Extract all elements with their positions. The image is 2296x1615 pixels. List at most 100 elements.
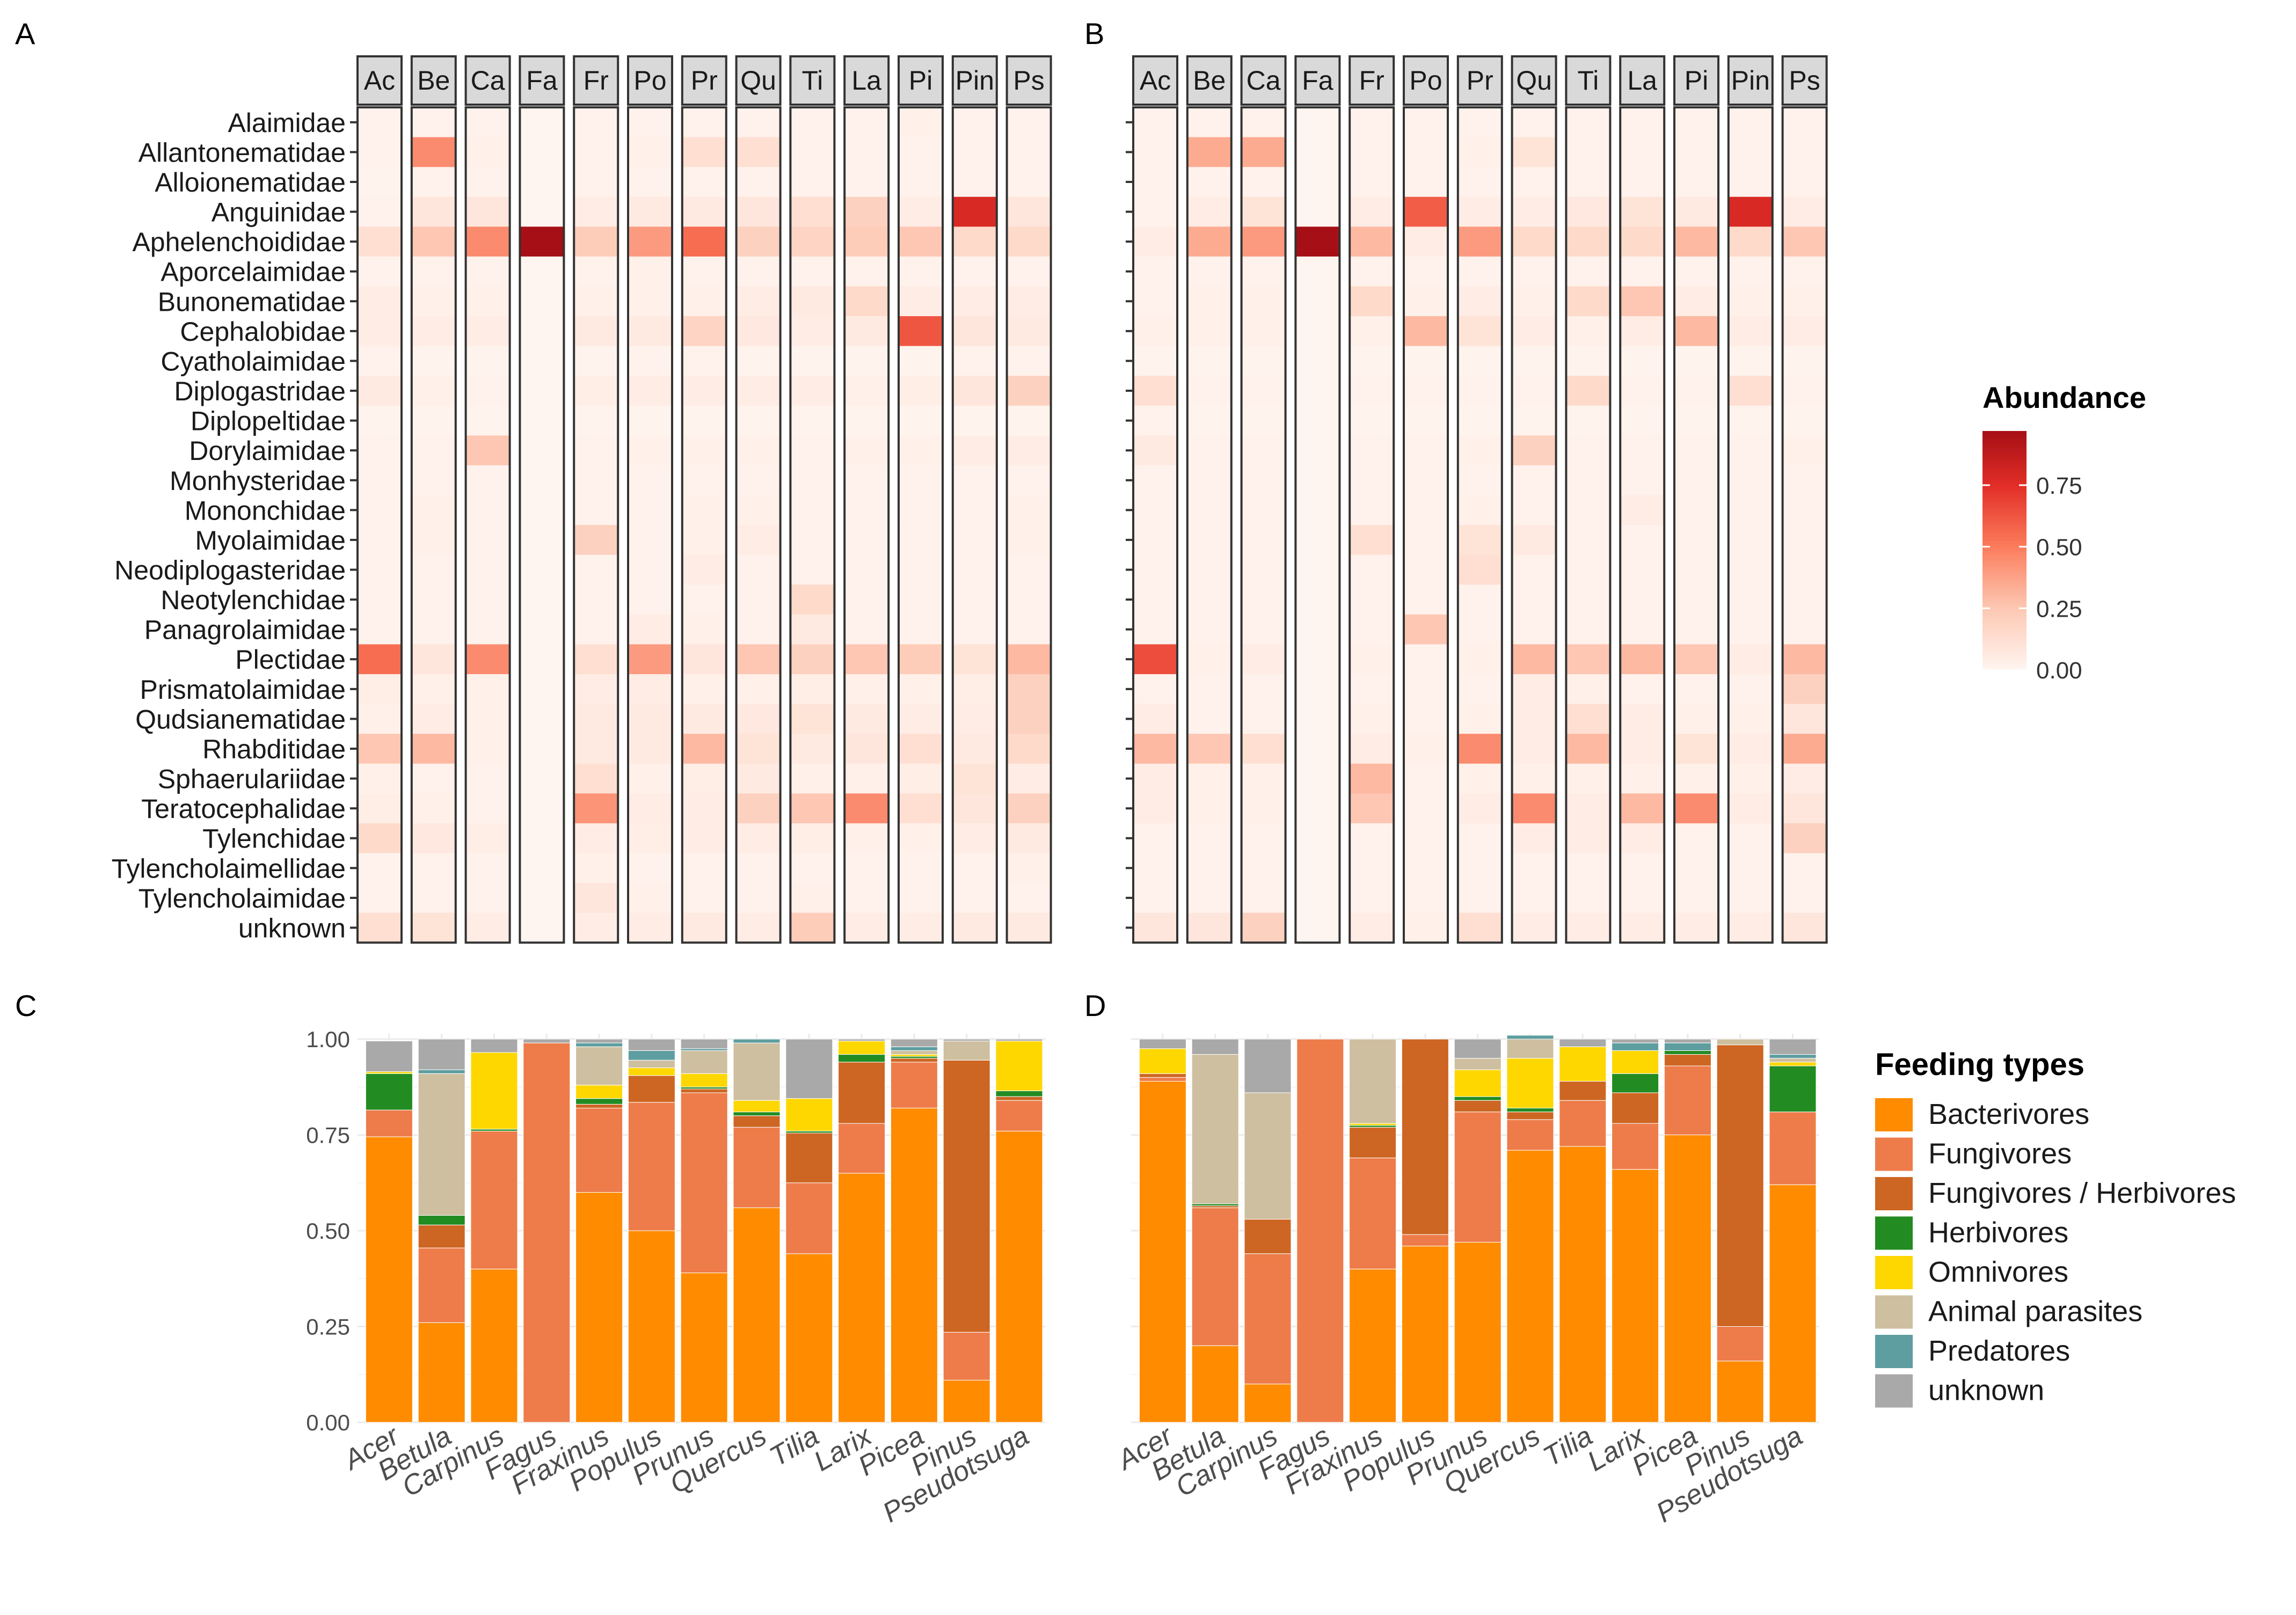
bar-segment <box>1716 1039 1764 1046</box>
heatmap-cell <box>790 196 835 227</box>
heatmap-cell <box>1566 465 1610 496</box>
facet-border <box>410 106 457 944</box>
heatmap-cell <box>1295 734 1340 764</box>
heatmap-cell <box>520 435 564 466</box>
heatmap-cell <box>736 405 781 436</box>
heatmap-cell <box>899 167 943 198</box>
heatmap-cell <box>628 167 672 198</box>
heatmap-cell <box>1241 704 1286 734</box>
heatmap-cell <box>1133 525 1177 556</box>
heatmap-cell <box>1007 674 1051 705</box>
heatmap-cell <box>1404 346 1448 376</box>
bar-segment <box>1244 1039 1292 1093</box>
heatmap-cell <box>736 704 781 734</box>
row-label: Plectidae <box>235 645 346 675</box>
facet-strip <box>410 55 457 106</box>
heatmap-cell <box>1350 405 1394 436</box>
heatmap-cell <box>1241 883 1286 914</box>
heatmap-cell <box>1007 793 1051 824</box>
heatmap-cell <box>1674 137 1718 167</box>
heatmap-cell <box>1187 107 1231 138</box>
heatmap-cell <box>465 137 510 167</box>
bar-segment <box>1401 1039 1449 1235</box>
heatmap-cell <box>736 584 781 615</box>
heatmap-cell <box>1350 793 1394 824</box>
heatmap-cell <box>1404 226 1448 257</box>
heatmap-cell <box>520 883 564 914</box>
heatmap-cell <box>736 853 781 883</box>
bar-segment <box>733 1042 781 1101</box>
bar-segment <box>1559 1039 1607 1047</box>
bar-segment <box>680 1048 728 1051</box>
heatmap-cell <box>520 256 564 287</box>
facet-strip <box>951 55 998 106</box>
heatmap-cell <box>682 286 726 317</box>
heatmap-cell <box>1350 525 1394 556</box>
bar-segment <box>1191 1203 1239 1207</box>
bar-segment <box>1506 1112 1554 1120</box>
heatmap-cell <box>1457 107 1502 138</box>
heatmap-cell <box>1350 435 1394 466</box>
heatmap-cell <box>952 644 997 675</box>
heatmap-cell <box>465 734 510 764</box>
heatmap-cell <box>574 853 618 883</box>
bar-segment <box>890 1062 938 1109</box>
heatmap-cell <box>1404 883 1448 914</box>
heatmap-cell <box>682 525 726 556</box>
bar-segment <box>575 1098 623 1105</box>
heatmap-cell <box>520 704 564 734</box>
heatmap-cell <box>1674 644 1718 675</box>
heatmap-cell <box>358 435 402 466</box>
facet-label: Pr <box>1467 65 1493 96</box>
heatmap-cell <box>790 465 835 496</box>
heatmap-cell <box>1007 763 1051 794</box>
bar-segment <box>838 1039 886 1042</box>
heatmap-cell <box>520 465 564 496</box>
heatmap-cell <box>1241 167 1286 198</box>
heatmap-cell <box>1457 525 1502 556</box>
bar-segment <box>1612 1039 1659 1043</box>
heatmap-cell <box>465 376 510 406</box>
heatmap-cell <box>1728 823 1773 854</box>
heatmap-cell <box>899 554 943 585</box>
heatmap-cell <box>1728 495 1773 525</box>
heatmap-cell <box>1241 137 1286 167</box>
heatmap-cell <box>1187 554 1231 585</box>
heatmap-cell <box>952 316 997 347</box>
heatmap-cell <box>682 823 726 854</box>
bar-segment <box>1769 1065 1817 1113</box>
heatmap-cell <box>574 376 618 406</box>
bar-segment <box>1191 1054 1239 1204</box>
heatmap-cell <box>1782 584 1827 615</box>
heatmap-cell <box>736 465 781 496</box>
bar-segment <box>943 1039 990 1042</box>
heatmap-cell <box>520 554 564 585</box>
heatmap-cell <box>628 793 672 824</box>
heatmap-cell <box>1512 763 1556 794</box>
heatmap-cell <box>411 883 456 914</box>
facet-strip <box>1294 55 1341 106</box>
heatmap-cell <box>1133 316 1177 347</box>
row-label: Prismatolaimidae <box>140 675 346 705</box>
heatmap-cell <box>790 376 835 406</box>
heatmap-cell <box>952 495 997 525</box>
heatmap-cell <box>1295 912 1340 943</box>
heatmap-cell <box>790 346 835 376</box>
row-label: Dorylaimidae <box>189 436 346 466</box>
facet-label: Ac <box>1140 65 1171 96</box>
heatmap-cell <box>520 286 564 317</box>
facet-label: Pin <box>956 65 994 96</box>
heatmap-cell <box>1728 704 1773 734</box>
row-label: Tylencholaimellidae <box>112 853 346 883</box>
bar-segment <box>1612 1092 1659 1124</box>
heatmap-cell <box>1566 793 1610 824</box>
heatmap-cell <box>574 644 618 675</box>
heatmap-cell <box>1620 704 1665 734</box>
heatmap-cell <box>1350 584 1394 615</box>
bar-segment <box>1664 1054 1711 1066</box>
heatmap-cell <box>1404 554 1448 585</box>
heatmap-cell <box>1512 734 1556 764</box>
heatmap-cell <box>1512 614 1556 645</box>
heatmap-cell <box>1782 196 1827 227</box>
heatmap-cell <box>952 883 997 914</box>
